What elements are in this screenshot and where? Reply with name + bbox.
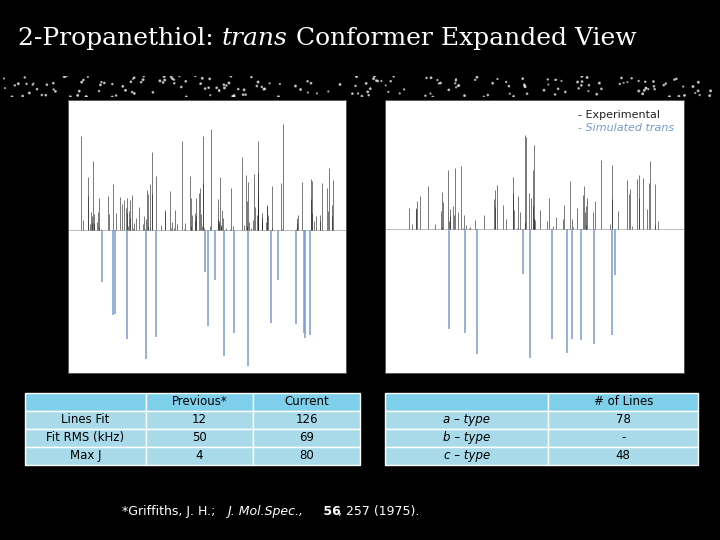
Point (560, 72, 572, 80)
Text: 48: 48 (616, 449, 631, 462)
Text: trans: trans (222, 27, 287, 50)
Text: # of Lines: # of Lines (593, 395, 653, 408)
Text: 78: 78 (616, 413, 631, 426)
Text: Lines Fit: Lines Fit (61, 413, 109, 426)
Text: c – type: c – type (444, 449, 490, 462)
Text: 80: 80 (299, 449, 314, 462)
Bar (145, 410, 253, 429)
Bar (253, 429, 360, 447)
Bar (548, 447, 698, 464)
Text: a – type: a – type (443, 413, 490, 426)
Bar (145, 429, 253, 447)
Bar (25, 429, 145, 447)
Text: *Griffiths, J. H.;: *Griffiths, J. H.; (122, 505, 220, 518)
Text: 12: 12 (192, 413, 207, 426)
Text: Fit RMS (kHz): Fit RMS (kHz) (46, 431, 125, 444)
Text: J. Mol.Spec.,: J. Mol.Spec., (227, 505, 303, 518)
Bar (253, 393, 360, 410)
Legend: - Experimental, - Simulated trans: - Experimental, - Simulated trans (573, 105, 678, 138)
Bar (548, 393, 698, 410)
Text: Conformer Expanded View: Conformer Expanded View (287, 27, 636, 50)
X-axis label: Frequency (GHz): Frequency (GHz) (158, 397, 256, 410)
Bar (385, 393, 548, 410)
Bar (25, 447, 145, 464)
Text: 126: 126 (295, 413, 318, 426)
Text: 69: 69 (299, 431, 314, 444)
Text: 4: 4 (196, 449, 203, 462)
Text: 56: 56 (319, 505, 341, 518)
Text: 50: 50 (192, 431, 207, 444)
Text: 2-Propanethiol:: 2-Propanethiol: (18, 27, 222, 50)
Text: b – type: b – type (443, 431, 490, 444)
Bar (253, 410, 360, 429)
Bar (145, 393, 253, 410)
Bar (385, 410, 548, 429)
Text: Current: Current (284, 395, 329, 408)
Point (400, 0, 411, 8)
Bar (25, 393, 145, 410)
Bar (548, 429, 698, 447)
Text: -: - (621, 431, 626, 444)
Point (621, 44, 633, 52)
Bar (253, 447, 360, 464)
Bar (25, 410, 145, 429)
Point (691, 9, 703, 17)
Bar (385, 429, 548, 447)
Text: Previous*: Previous* (171, 395, 228, 408)
Bar (385, 447, 548, 464)
Text: Max J: Max J (70, 449, 102, 462)
Y-axis label: Microwave Signal (arb. units): Microwave Signal (arb. units) (31, 160, 41, 312)
Bar (145, 447, 253, 464)
Bar (548, 410, 698, 429)
Text: , 257 (1975).: , 257 (1975). (338, 505, 420, 518)
Point (463, 78, 474, 87)
X-axis label: Frequency (GHz): Frequency (GHz) (485, 397, 584, 410)
